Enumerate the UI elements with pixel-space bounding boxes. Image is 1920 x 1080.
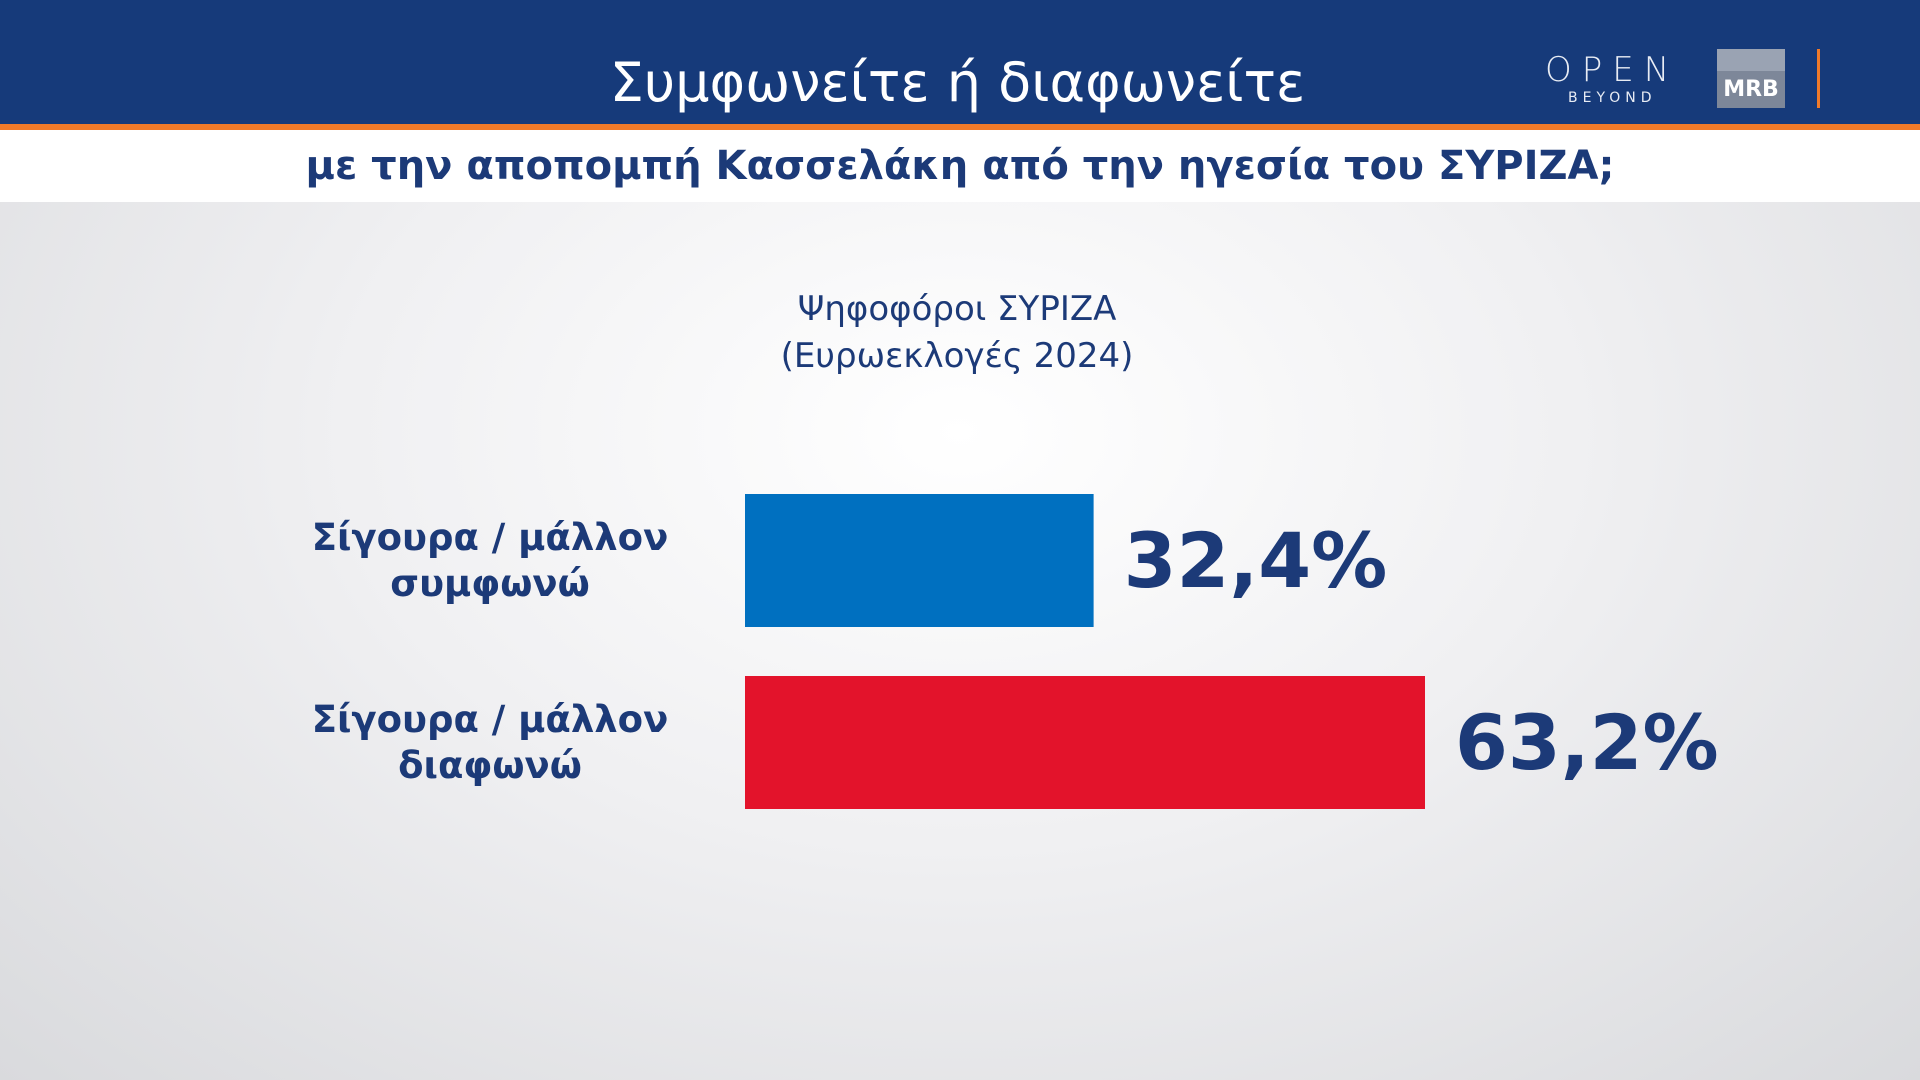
logo-mrb: MRB bbox=[1717, 71, 1785, 108]
bar bbox=[745, 676, 1425, 809]
logo-beyond: BEYOND bbox=[1568, 90, 1657, 106]
header-bar bbox=[0, 0, 1920, 124]
logo-divider bbox=[1817, 49, 1820, 108]
value-label: 32,4% bbox=[1123, 515, 1388, 605]
group-label: Ψηφοφόροι ΣΥΡΙΖΑ bbox=[797, 289, 1117, 329]
subtitle-band bbox=[0, 130, 1920, 202]
bar bbox=[745, 494, 1094, 627]
subtitle: με την αποπομπή Κασσελάκη από την ηγεσία… bbox=[305, 143, 1615, 189]
title: Συμφωνείτε ή διαφωνείτε bbox=[609, 51, 1306, 114]
category-label: Σίγουρα / μάλλον διαφωνώ bbox=[311, 697, 669, 787]
logo-open: OPEN bbox=[1545, 50, 1680, 90]
value-label: 63,2% bbox=[1455, 697, 1719, 787]
logo-mrb-box: MRB bbox=[1717, 49, 1785, 108]
header-accent bbox=[0, 124, 1920, 130]
category-label: Σίγουρα / μάλλον συμφωνώ bbox=[311, 515, 669, 605]
group-label: (Ευρωεκλογές 2024) bbox=[780, 336, 1134, 376]
